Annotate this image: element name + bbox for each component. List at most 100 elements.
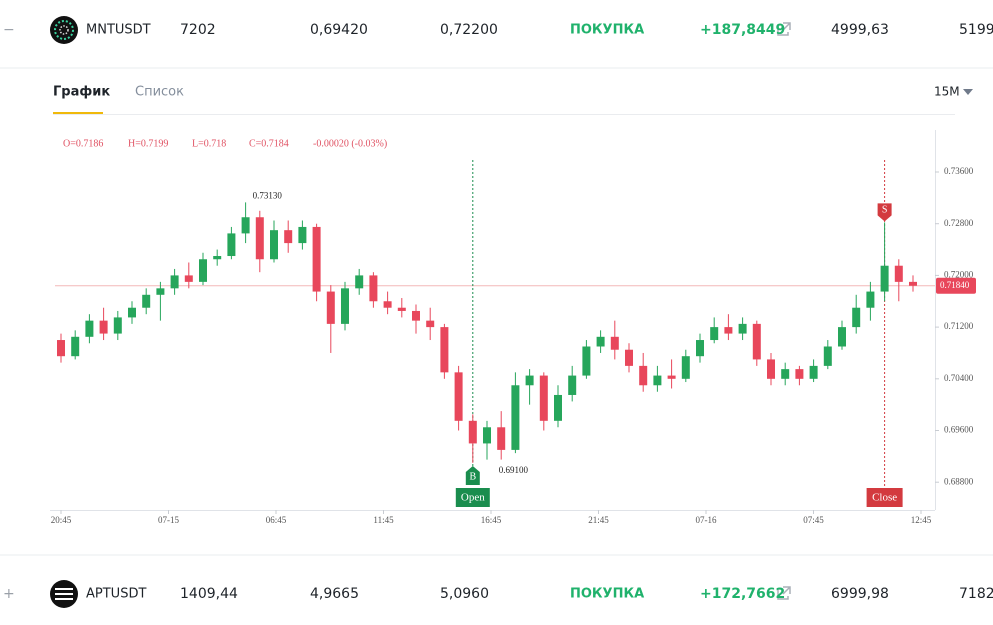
y-tick-label: 0.68800 <box>944 476 974 486</box>
x-tick-label: 07-15 <box>158 515 179 525</box>
candle-body <box>909 281 917 286</box>
candle-body <box>738 323 747 334</box>
candle-body <box>696 340 704 357</box>
candle-body <box>213 256 222 260</box>
cell: 6999,98 <box>831 586 889 602</box>
candle-body <box>639 365 648 386</box>
cell: 5,0960 <box>440 586 489 602</box>
cell: 5199 <box>959 22 993 38</box>
candle-body <box>383 301 392 308</box>
x-tick-label: 12:45 <box>911 515 932 525</box>
candle-body <box>156 288 165 295</box>
expand-toggle[interactable]: + <box>3 586 15 602</box>
candle-body <box>426 320 435 328</box>
candle-body <box>128 307 136 318</box>
symbol: APTUSDT <box>86 587 146 602</box>
candle-body <box>255 217 264 260</box>
candle-body <box>199 259 207 282</box>
candle-body <box>752 323 761 360</box>
candle-body <box>653 375 662 386</box>
pnl: +172,7662 <box>700 586 785 602</box>
candle-body <box>852 307 861 328</box>
tab[interactable]: Список <box>135 85 184 100</box>
tab[interactable]: График <box>53 85 110 100</box>
candle-body <box>170 275 179 289</box>
candle-body <box>667 375 676 379</box>
cell: 7182 <box>959 586 993 602</box>
ohlc-value: L=0.718 <box>192 138 226 149</box>
entry-marker-label: B <box>469 471 476 482</box>
x-tick-label: 07:45 <box>803 515 824 525</box>
candle-body <box>99 320 108 334</box>
y-tick-label: 0.73600 <box>944 166 974 176</box>
candle-body <box>184 275 193 282</box>
cell: 4999,63 <box>831 22 889 38</box>
interval-select[interactable]: 15M <box>934 85 960 99</box>
candle-body <box>809 365 818 379</box>
candle-body <box>795 369 804 379</box>
candle-body <box>497 427 506 450</box>
candle-body <box>326 291 335 324</box>
external-link-icon[interactable] <box>777 22 791 36</box>
candle-body <box>625 349 633 366</box>
candle-body <box>838 327 846 347</box>
candle-body <box>596 336 605 347</box>
candle-body <box>312 226 321 292</box>
x-tick-label: 16:45 <box>481 515 502 525</box>
ohlc-value: H=0.7199 <box>128 138 168 149</box>
coin-icon <box>50 580 78 608</box>
candle-body <box>440 327 449 373</box>
candle-body <box>568 375 577 395</box>
candle-body <box>823 346 832 366</box>
side: ПОКУПКА <box>570 23 644 38</box>
y-tick-label: 0.71200 <box>944 321 974 331</box>
external-link-icon[interactable] <box>777 586 791 600</box>
ohlc-value: O=0.7186 <box>63 138 103 149</box>
candle-body <box>412 310 420 321</box>
tab-underline <box>53 112 103 114</box>
candle-body <box>284 230 293 244</box>
exit-marker <box>877 203 892 222</box>
candle-body <box>454 372 463 421</box>
exit-marker-label: S <box>882 205 888 216</box>
exit-box <box>866 488 903 507</box>
candle-body <box>71 336 80 357</box>
entry-label: Open <box>461 492 485 504</box>
candle-body <box>525 375 534 386</box>
candle-body <box>57 340 65 357</box>
low-annotation: 0.69100 <box>499 465 529 475</box>
high-annotation: 0.73130 <box>253 190 283 200</box>
candle-body <box>866 291 875 308</box>
x-tick-label: 21:45 <box>588 515 609 525</box>
candle-body <box>227 233 236 257</box>
y-tick-label: 0.70400 <box>944 373 974 383</box>
price-tag <box>936 277 976 294</box>
candle-body <box>582 346 591 376</box>
candle-body <box>554 394 562 421</box>
candle-body <box>880 265 889 292</box>
y-tick-label: 0.72000 <box>944 269 974 279</box>
candle-body <box>610 336 619 350</box>
entry-box <box>455 488 490 507</box>
candle-body <box>369 275 378 302</box>
cell: 1409,44 <box>180 586 238 602</box>
pnl: +187,8449 <box>700 22 785 38</box>
x-tick-label: 06:45 <box>266 515 287 525</box>
candle-body <box>298 226 307 244</box>
candle-body <box>681 356 690 379</box>
candle-body <box>113 317 122 334</box>
expand-toggle[interactable]: − <box>3 22 15 38</box>
candle-body <box>341 288 349 324</box>
ohlc-value: -0.00020 (-0.03%) <box>313 138 387 149</box>
candle-body <box>511 385 520 450</box>
candle-body <box>724 327 733 334</box>
coin-icon <box>50 16 78 44</box>
dropdown-arrow <box>963 89 973 95</box>
x-tick-label: 20:45 <box>51 515 72 525</box>
y-tick-label: 0.69600 <box>944 425 974 435</box>
candle-body <box>270 230 278 260</box>
candle-body <box>142 294 151 308</box>
side: ПОКУПКА <box>570 587 644 602</box>
cell: 7202 <box>180 22 216 38</box>
